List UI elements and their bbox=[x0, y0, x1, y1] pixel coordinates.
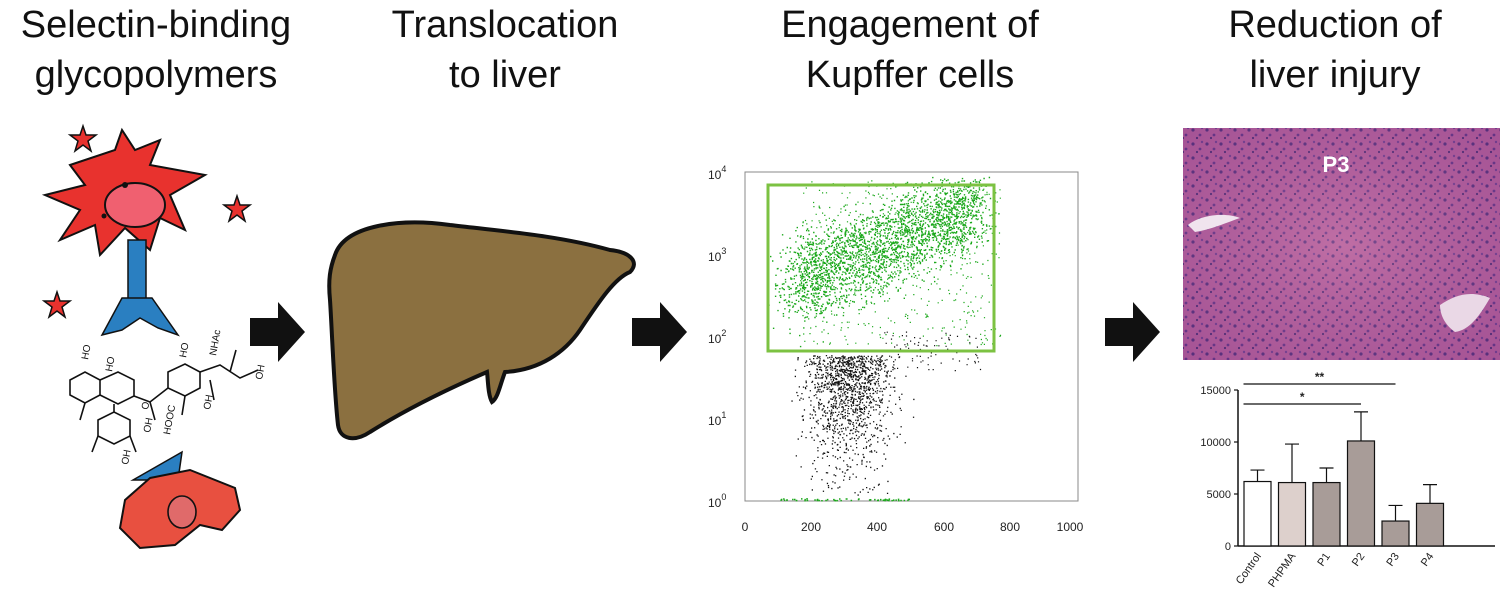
nucleus-icon bbox=[104, 182, 166, 228]
arrow-right-icon bbox=[250, 302, 305, 362]
flow-cytometry-plot: 104 103 102 101 100 0 200 400 600 800 10… bbox=[708, 164, 1084, 534]
title-step4: Reduction of liver injury bbox=[1170, 0, 1500, 100]
svg-text:NHAc: NHAc bbox=[208, 329, 223, 357]
liver-icon bbox=[327, 220, 636, 441]
histology-image: P3 bbox=[1183, 128, 1500, 360]
bar-x-label: P3 bbox=[1384, 551, 1402, 569]
star-icon bbox=[67, 123, 99, 153]
bar-x-label: Control bbox=[1234, 551, 1264, 587]
svg-text:HOOC: HOOC bbox=[162, 404, 178, 435]
x-tick: 800 bbox=[1000, 520, 1020, 534]
x-tick: 0 bbox=[742, 520, 749, 534]
flow-dot-cloud bbox=[768, 176, 1002, 502]
error-bar bbox=[1354, 411, 1368, 441]
title-step2: Translocation to liver bbox=[340, 0, 670, 100]
endothelial-cell-illustration bbox=[118, 450, 242, 550]
svg-text:O: O bbox=[140, 401, 152, 411]
selectin-receptor-icon bbox=[127, 239, 147, 306]
bar-phpma bbox=[1277, 481, 1307, 547]
arrow-right-icon bbox=[1105, 302, 1160, 362]
bar-y-tick-label: 0 bbox=[1225, 541, 1231, 553]
gated-population bbox=[768, 176, 1002, 502]
svg-text:HO: HO bbox=[104, 356, 117, 373]
arrow-right-icon bbox=[632, 302, 687, 362]
title-step1: Selectin-binding glycopolymers bbox=[0, 0, 312, 100]
error-bar bbox=[1423, 484, 1437, 504]
y-tick-1e2: 102 bbox=[708, 328, 726, 346]
title-step3-line2: Kupffer cells bbox=[805, 54, 1015, 96]
svg-text:OH: OH bbox=[142, 417, 155, 434]
y-tick-1e3: 103 bbox=[708, 246, 726, 264]
y-tick-1e0: 100 bbox=[708, 492, 726, 510]
bar-p3 bbox=[1381, 520, 1410, 547]
svg-text:HO: HO bbox=[80, 344, 93, 361]
bar-x-label: P1 bbox=[1315, 551, 1333, 569]
x-tick: 400 bbox=[867, 520, 887, 534]
title-step1-line1: Selectin-binding bbox=[20, 4, 292, 46]
star-icon bbox=[221, 193, 253, 223]
bar-y-tick-label: 10000 bbox=[1200, 437, 1231, 449]
title-step3-line1: Engagement of bbox=[781, 4, 1039, 46]
activated-cell-illustration bbox=[41, 123, 253, 337]
svg-text:OH: OH bbox=[120, 449, 133, 466]
significance-label: * bbox=[1300, 390, 1305, 404]
title-step1-line2: glycopolymers bbox=[34, 54, 278, 96]
star-icon bbox=[41, 289, 73, 319]
title-step2-line2: to liver bbox=[449, 54, 561, 96]
title-step4-line2: liver injury bbox=[1249, 54, 1421, 96]
glycopolymer-structure-icon: HO HO HO NHAc OH HOOC OH OH OH O bbox=[69, 329, 268, 466]
bar-p4 bbox=[1415, 502, 1445, 547]
flow-y-axis: 104 103 102 101 100 bbox=[708, 164, 726, 510]
x-tick: 600 bbox=[934, 520, 954, 534]
bar-p1 bbox=[1312, 481, 1341, 547]
error-bar bbox=[1388, 504, 1403, 522]
error-bar bbox=[1250, 469, 1265, 482]
bar-x-label: P2 bbox=[1350, 551, 1368, 569]
bar-y-tick-label: 5000 bbox=[1207, 489, 1231, 501]
svg-text:OH: OH bbox=[254, 364, 267, 381]
x-tick: 1000 bbox=[1057, 520, 1084, 534]
flow-x-axis: 0 200 400 600 800 1000 bbox=[742, 520, 1084, 534]
flow-plot-frame bbox=[744, 171, 1079, 502]
error-bar bbox=[1285, 443, 1299, 483]
x-tick: 200 bbox=[801, 520, 821, 534]
bar-x-label: P4 bbox=[1419, 551, 1437, 569]
y-tick-1e4: 104 bbox=[708, 164, 726, 182]
bar-control bbox=[1243, 480, 1272, 547]
bar-y-tick-label: 15000 bbox=[1200, 385, 1231, 397]
y-tick-1e1: 101 bbox=[708, 410, 726, 428]
kupffer-gate bbox=[766, 183, 996, 353]
histology-label: P3 bbox=[1323, 152, 1350, 177]
svg-text:HO: HO bbox=[178, 342, 191, 359]
bar-p2 bbox=[1346, 440, 1376, 547]
title-step4-line1: Reduction of bbox=[1228, 4, 1442, 46]
title-step2-line1: Translocation bbox=[391, 4, 619, 46]
significance-label: ** bbox=[1315, 370, 1325, 384]
bar-x-label: PHPMA bbox=[1266, 550, 1299, 589]
svg-text:OH: OH bbox=[202, 394, 215, 411]
error-bar bbox=[1319, 467, 1334, 483]
title-step3: Engagement of Kupffer cells bbox=[720, 0, 1100, 100]
